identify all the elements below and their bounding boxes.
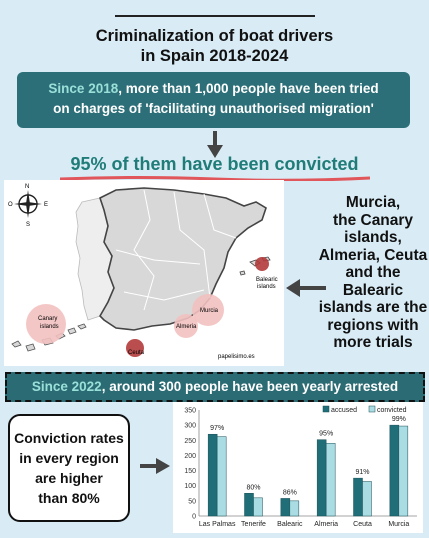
bar-annotation: 91%: [355, 469, 369, 476]
bar-convicted: [216, 436, 227, 517]
bar-convicted: [398, 425, 409, 517]
conviction-rates-box: Conviction rates in every region are hig…: [8, 414, 130, 522]
bar-accused: [316, 439, 327, 517]
regions-line: more trials: [333, 334, 413, 351]
arrests-highlight: Since 2022: [31, 379, 102, 394]
compass-icon: N S E O: [8, 184, 48, 228]
regions-line: and the: [345, 264, 401, 281]
svg-text:O: O: [8, 202, 13, 208]
bar-chart: 0 50 100 150 200 250 300 350 Las Palmas 97% Teneri…: [173, 402, 423, 533]
y-tick-label: 300: [184, 423, 196, 430]
canary-label-2: islands: [40, 324, 59, 330]
regions-line: regions with: [327, 316, 419, 334]
x-tick-label: Ceuta: [353, 521, 372, 528]
bar-chart-svg: 0 50 100 150 200 250 300 350 Las Palmas 97% Teneri…: [184, 405, 417, 528]
y-tick-label: 0: [192, 514, 196, 521]
murcia-label: Murcia: [200, 308, 219, 314]
legend-label-accused: accused: [331, 407, 357, 414]
regions-line: Murcia,: [345, 194, 401, 211]
arrests-text: , around 300 people have been yearly arr…: [101, 379, 399, 394]
y-tick-label: 200: [184, 453, 196, 460]
title-line-2: in Spain 2018-2024: [140, 47, 289, 65]
rates-line: in every region: [19, 450, 119, 466]
svg-text:N: N: [25, 184, 29, 190]
legend-swatch-convicted: [368, 405, 376, 413]
bar-convicted: [253, 497, 263, 517]
arrow-right-icon: [140, 458, 170, 474]
region-borders: [115, 189, 237, 311]
regions-line: the Canary: [332, 211, 414, 229]
regions-text: Murcia, the Canary islands, Almeria, Ceu…: [318, 194, 428, 352]
bar-accused: [207, 433, 218, 517]
ceuta-label: Ceuta: [128, 350, 145, 356]
bar-accused: [244, 493, 254, 517]
bar-annotation: 97%: [210, 425, 224, 432]
bar-accused: [389, 424, 400, 517]
arrests-box: Since 2022, around 300 people have been …: [5, 372, 425, 402]
x-tick-label: Balearic: [277, 521, 303, 528]
title-line-1: Criminalization of boat drivers: [95, 27, 334, 45]
murcia-bubble: [192, 294, 224, 326]
y-tick-label: 150: [184, 468, 196, 475]
canary-label: Canary: [38, 316, 57, 322]
regions-line: islands are the: [318, 299, 428, 316]
bar-convicted: [289, 500, 300, 517]
almeria-bubble: [174, 314, 198, 338]
balearic-label: Balearic: [256, 277, 278, 283]
bar-annotation: 80%: [246, 484, 260, 491]
regions-line: Almeria, Ceuta: [318, 246, 428, 264]
y-tick-label: 350: [184, 408, 196, 415]
y-tick-label: 250: [184, 438, 196, 445]
rates-line: are higher: [35, 470, 103, 486]
arrow-down-icon: [207, 131, 223, 158]
canary-bubble: [26, 304, 66, 344]
trials-highlight: Since 2018: [48, 81, 119, 96]
spain-map: Canary islands Murcia Almeria Ceuta Bale…: [4, 180, 284, 366]
x-tick-label: Murcia: [388, 521, 409, 528]
top-divider: [115, 15, 315, 17]
regions-line: islands,: [344, 229, 402, 246]
x-tick-label: Las Palmas: [199, 521, 236, 528]
bar-accused: [280, 498, 291, 517]
x-tick-label: Tenerife: [241, 521, 266, 528]
rates-line: Conviction rates: [14, 430, 124, 446]
bar-accused: [353, 477, 363, 517]
bar-annotation: 99%: [392, 416, 406, 423]
legend-swatch-accused: [322, 405, 330, 413]
regions-line: Balearic: [342, 281, 404, 299]
svg-text:S: S: [26, 222, 30, 228]
balearic-bubble: [255, 257, 269, 271]
rates-line: than 80%: [38, 490, 100, 506]
trials-text-b: on charges of 'facilitating unauthorised…: [53, 101, 374, 116]
ceuta-bubble: [126, 339, 144, 357]
almeria-label: Almeria: [176, 324, 197, 330]
bar-convicted: [362, 481, 372, 517]
legend-label-convicted: convicted: [377, 407, 407, 414]
trials-box: Since 2018, more than 1,000 people have …: [17, 72, 410, 128]
bar-convicted: [325, 443, 336, 517]
convicted-headline: 95% of them have been convicted: [70, 154, 359, 174]
x-tick-label: Almeria: [314, 521, 338, 528]
canary-shapes: [11, 323, 87, 352]
spain-shape: [99, 187, 267, 331]
y-tick-label: 50: [188, 498, 196, 505]
y-tick-label: 100: [184, 483, 196, 490]
bar-annotation: 95%: [319, 431, 333, 438]
map-credit: papelisimo.es: [218, 354, 255, 360]
arrow-left-icon: [286, 279, 326, 297]
red-underline: [60, 176, 370, 181]
page-title: Criminalization of boat drivers in Spain…: [0, 26, 429, 66]
svg-text:E: E: [44, 202, 48, 208]
balearic-label-2: islands: [257, 284, 276, 290]
trials-text-a: , more than 1,000 people have been tried: [118, 81, 379, 96]
bar-annotation: 86%: [283, 489, 297, 496]
